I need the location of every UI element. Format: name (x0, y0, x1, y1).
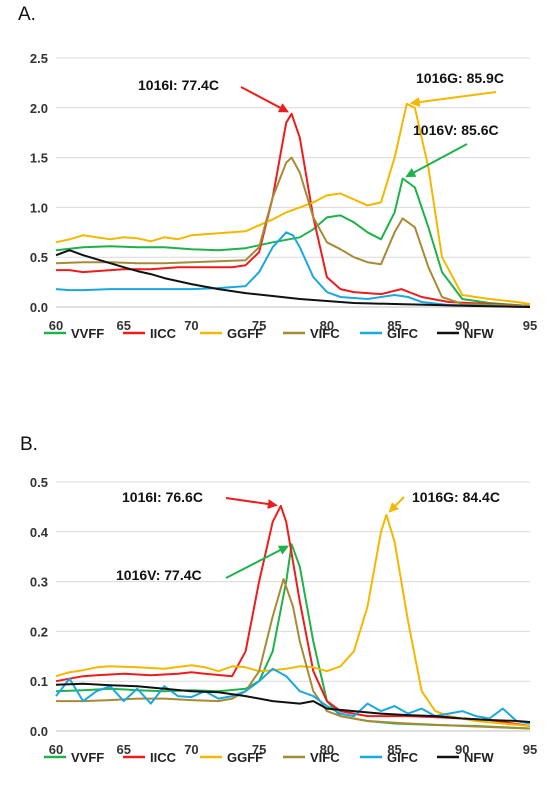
y-tick-label-a: 1.5 (30, 151, 48, 166)
series-line-ggff-a (55, 102, 531, 305)
series-line-nfw-b (55, 682, 531, 723)
y-tick-label-a: 0.0 (30, 300, 48, 315)
series-line-gifc-a (55, 231, 531, 308)
panel-b-label: B. (20, 434, 38, 455)
x-tick-label-a: 90 (455, 318, 469, 333)
x-tick-label-a: 95 (523, 318, 537, 333)
x-tick-label-b: 95 (523, 742, 537, 757)
legend-label-vifc-a: VIFC (310, 326, 340, 341)
series-line-iicc-b (55, 504, 531, 727)
annotation-arrow-b (388, 496, 405, 513)
series-line-iicc-a (56, 112, 531, 307)
series-line-gifc-b (55, 667, 531, 725)
x-tick-label-b: 85 (387, 742, 401, 757)
annotation-label-a: 1016I: 77.4C (138, 77, 219, 93)
x-tick-label-b: 60 (49, 742, 63, 757)
y-tick-label-a: 2.0 (30, 101, 48, 116)
y-tick-label-a: 1.0 (30, 200, 48, 215)
x-tick-label-a: 65 (116, 318, 130, 333)
x-tick-label-a: 75 (252, 318, 266, 333)
x-tick-label-b: 70 (184, 742, 198, 757)
legend-label-gifc-b: GIFC (387, 750, 419, 765)
annotation-label-b: 1016V: 77.4C (116, 567, 202, 583)
legend-label-ggff-b: GGFF (227, 750, 263, 765)
x-tick-label-a: 85 (387, 318, 401, 333)
annotation-label-a: 1016V: 85.6C (413, 122, 499, 138)
annotation-arrow-b (225, 545, 289, 579)
x-tick-label-a: 80 (320, 318, 334, 333)
series-line-vvff-a (55, 177, 531, 307)
series-line-ggff-b (55, 513, 531, 727)
panel-a-label: A. (18, 4, 36, 25)
annotation-arrow-a (405, 143, 468, 178)
chart-a: 0.0 0.5 1.0 1.5 2.0 2.5 60 65 70 75 80 85 90 95 1016I:… (30, 51, 537, 341)
legend-label-nfw-b: NFW (464, 750, 494, 765)
legend-label-gifc-a: GIFC (387, 326, 419, 341)
x-tick-label-b: 90 (455, 742, 469, 757)
y-tick-label-b: 0.4 (30, 525, 49, 540)
annotation-arrow-a (409, 91, 497, 108)
x-tick-label-b: 65 (116, 742, 130, 757)
x-tick-label-a: 70 (184, 318, 198, 333)
y-tick-label-a: 2.5 (30, 51, 48, 66)
series-line-nfw-a (55, 249, 531, 308)
annotation-label-a: 1016G: 85.9C (416, 70, 504, 86)
y-tick-label-b: 0.5 (30, 475, 48, 490)
legend-label-iicc-a: IICC (150, 326, 177, 341)
legend-label-vvff-a: VVFF (71, 326, 104, 341)
y-tick-label-b: 0.3 (30, 575, 48, 590)
series-line-vifc-b (56, 578, 531, 730)
x-tick-label-b: 80 (320, 742, 334, 757)
legend-label-iicc-b: IICC (150, 750, 177, 765)
annotation-label-b: 1016G: 84.4C (412, 489, 500, 505)
legend-label-ggff-a: GGFF (227, 326, 263, 341)
y-tick-label-b: 0.1 (30, 674, 48, 689)
x-tick-label-b: 75 (252, 742, 266, 757)
legend-label-vvff-b: VVFF (71, 750, 104, 765)
legend-label-vifc-b: VIFC (310, 750, 340, 765)
annotation-label-b: 1016I: 76.6C (122, 489, 203, 505)
y-tick-label-b: 0.0 (30, 724, 48, 739)
annotation-arrow-a (240, 86, 289, 113)
legend-label-nfw-a: NFW (464, 326, 494, 341)
y-tick-label-a: 0.5 (30, 250, 48, 265)
series-line-vifc-a (55, 156, 531, 307)
chart-b: 0.0 0.1 0.2 0.3 0.4 0.5 60 65 70 75 80 85 90 95 1016I:… (30, 475, 537, 765)
y-tick-label-b: 0.2 (30, 624, 48, 639)
x-tick-label-a: 60 (49, 318, 63, 333)
annotation-arrow-b (225, 497, 278, 509)
